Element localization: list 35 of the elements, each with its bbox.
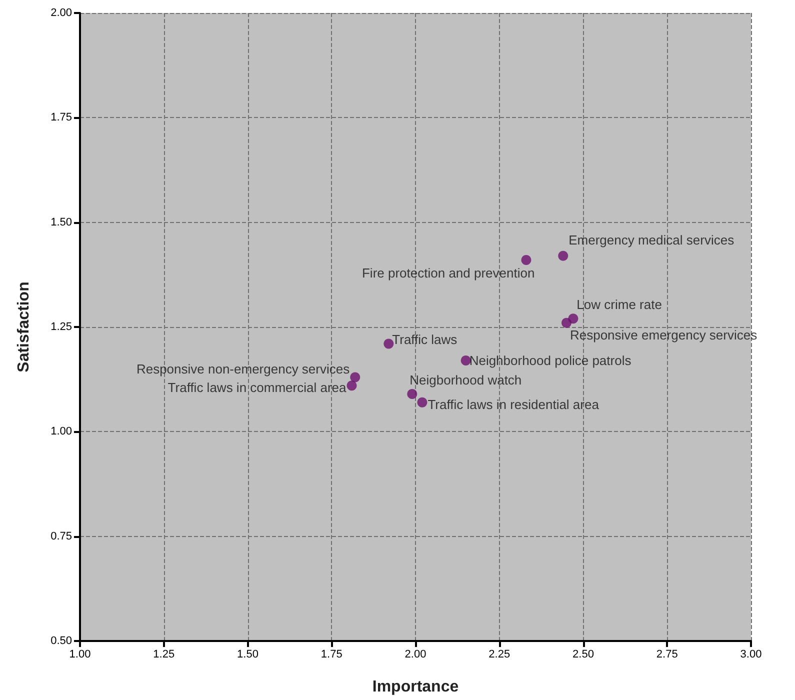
x-tick-label: 3.00 xyxy=(740,648,762,660)
y-tick-label: 2.00 xyxy=(50,7,72,19)
y-tick-label: 1.75 xyxy=(50,112,72,124)
y-tick-label: 1.25 xyxy=(50,321,72,333)
y-tick-label: 0.75 xyxy=(50,530,72,542)
point xyxy=(350,372,360,382)
point xyxy=(558,250,568,261)
x-tick-label: 2.75 xyxy=(656,648,678,660)
point xyxy=(521,255,532,266)
annotation: Neigborhood watch xyxy=(410,372,522,388)
x-tick-label: 2.25 xyxy=(488,648,510,660)
point xyxy=(417,397,428,408)
point xyxy=(407,388,418,399)
y-tick-label: 1.00 xyxy=(50,426,72,438)
annotation: Low crime rate xyxy=(576,297,662,312)
point xyxy=(561,318,572,328)
x-tick-label: 2.50 xyxy=(572,648,594,660)
annotation: Traffic laws in residential area xyxy=(428,396,600,412)
annotation: Responsive emergency services xyxy=(570,327,758,342)
annotation: Responsive non-emergency services xyxy=(136,362,350,377)
x-tick-label: 1.00 xyxy=(69,648,91,660)
point xyxy=(460,355,471,366)
annotation: Emergency medical services xyxy=(568,232,735,248)
x-tick-label: 1.75 xyxy=(320,648,342,660)
x-tick-label: 1.25 xyxy=(153,648,175,660)
y-tick-label: 0.50 xyxy=(50,635,72,647)
x-axis-title: Importance xyxy=(372,678,459,696)
annotation: Neighborhood police patrols xyxy=(469,352,632,368)
x-tick-label: 2.00 xyxy=(404,648,426,660)
annotation: Traffic laws in commercial area xyxy=(168,380,348,396)
point xyxy=(346,380,357,391)
x-tick-label: 1.50 xyxy=(237,648,258,660)
y-tick-label: 1.50 xyxy=(50,216,72,228)
annotation: Fire protection and prevention xyxy=(362,266,535,281)
y-axis-title: Satisfaction xyxy=(16,282,32,372)
